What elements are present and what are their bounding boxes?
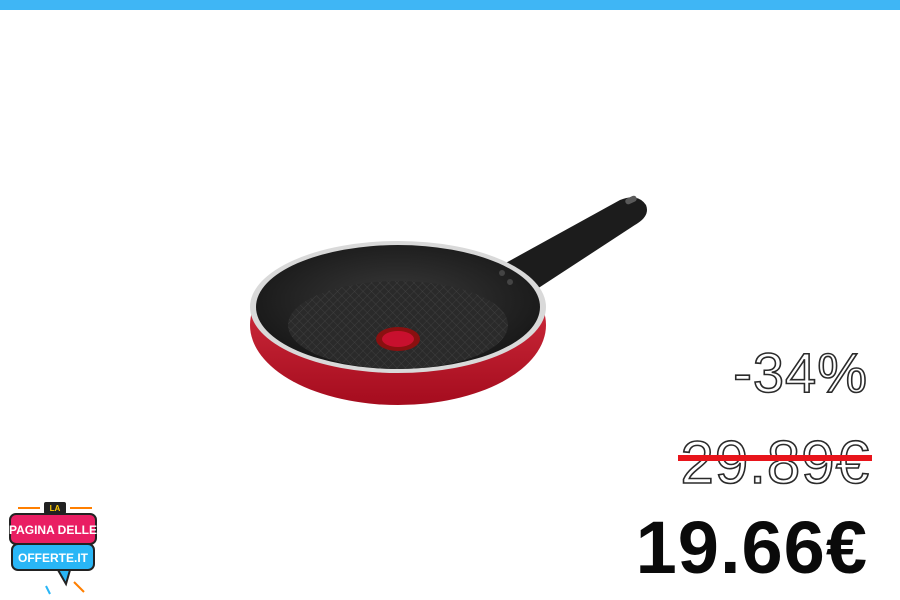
svg-text:PAGINA DELLE: PAGINA DELLE [9,523,97,537]
svg-text:OFFERTE.IT: OFFERTE.IT [18,551,89,565]
new-price: 19.66€ [635,506,868,589]
svg-text:LA: LA [50,504,61,513]
top-accent-bar [0,0,900,10]
old-price: 29.89€ [680,428,870,497]
discount-percentage: -34% [732,340,868,405]
logo-icon: LA PAGINA DELLE OFFERTE.IT [9,502,97,595]
frying-pan-icon [250,195,647,405]
strikethrough-line [678,455,872,461]
old-price-container: 29.89€ [678,428,872,497]
